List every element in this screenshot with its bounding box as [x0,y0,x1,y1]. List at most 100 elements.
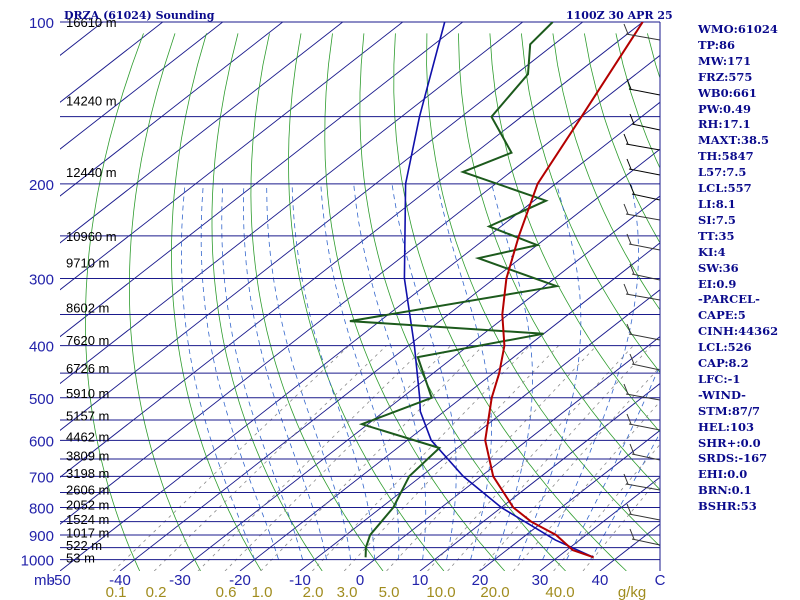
isotherm-line [60,22,283,197]
index-item: MAXT:38.5 [698,133,769,148]
mixing-ratio-line [113,345,350,571]
stability-indices: WMO:61024 TP:86 MW:171 FRZ:575 WB0:661 PW:0.4… [698,22,778,515]
mixing-ratio-line [312,345,531,571]
index-item: MW:171 [698,53,752,68]
height-label: 7620 m [66,333,109,348]
temperature-tick-label: -40 [109,572,131,589]
mixing-ratio-label: 1.0 [252,584,273,600]
height-label: 10960 m [66,229,117,244]
wind-barb [623,23,661,41]
isotherm-line [60,22,403,291]
dry-adiabat-line [426,33,660,547]
moist-adiabat-line [566,364,660,560]
mixing-ratio-label: 10.0 [426,584,455,600]
pressure-tick-label: 1000 [21,553,54,570]
wind-barb [623,133,661,151]
isotherm-line [239,242,660,571]
index-item: RH:17.1 [698,117,751,132]
isotherm-line [60,22,223,150]
dry-adiabat-line [393,33,627,571]
isotherm-line [359,336,660,571]
height-label: 1017 m [66,525,109,540]
index-item: SW:36 [698,260,739,275]
chart-title: DRZA (61024) Sounding [64,9,215,22]
wind-barb [629,183,661,201]
height-label: 12440 m [66,165,117,180]
index-item: SRDS:-167 [698,451,768,466]
height-label: 14240 m [66,94,117,109]
dry-adiabat-line [211,33,323,571]
temperature-tick-label: -20 [229,572,251,589]
height-label: 3198 m [66,466,109,481]
wind-barb [623,383,661,401]
index-item: PW:0.49 [698,101,752,116]
height-label: 522 m [66,538,102,553]
height-label: 5910 m [66,386,109,401]
dry-adiabat-line [458,33,660,491]
height-label: 8602 m [66,301,109,316]
index-item: STM:87/7 [698,403,761,418]
isotherm-line [60,22,343,244]
dry-adiabat-line [324,33,505,571]
pressure-tick-label: 800 [29,501,54,518]
temperature-tick-label: 10 [412,572,429,589]
wind-barb [626,413,661,431]
isotherm-line [60,22,643,478]
height-label: 3809 m [66,448,109,463]
height-label: 16610 m [66,15,117,30]
dry-adiabat-line [521,33,660,374]
index-item: L57:7.5 [698,165,747,180]
wind-barb [629,528,661,546]
pressure-tick-label: 900 [29,528,54,545]
wind-barb [626,503,661,521]
pressure-tick-label: 100 [29,15,54,32]
mixing-ratio-line [343,345,559,571]
height-label: 4462 m [66,429,109,444]
index-item: EI:0.9 [698,276,737,291]
temperature-tick-label: 40 [592,572,609,589]
wind-barb [629,263,661,281]
wind-barb [623,283,661,301]
temperature-trace [484,22,644,559]
dry-adiabat-line [288,33,445,571]
height-label: 1524 m [66,512,109,527]
mixing-ratio-line [224,345,452,571]
index-item: LI:8.1 [698,196,736,211]
index-item: KI:4 [698,244,726,259]
mixing-ratio-label: g/kg [618,584,646,600]
dewpoint-trace [349,22,561,558]
mixing-ratio-line [197,345,427,571]
wind-barb [626,233,661,251]
temperature-tick-label: 0 [356,572,364,589]
index-item: BSHR:53 [698,499,757,514]
temperature-tick-label: -10 [289,572,311,589]
isotherm-line [60,54,660,525]
temperature-tick-label: C [655,572,666,589]
moist-adiabat-line [491,183,533,560]
temperature-tick-label: 20 [472,572,489,589]
temperature-tick-label: -50 [49,572,71,589]
pressure-tick-label: 500 [29,391,54,408]
height-label: 53 m [66,550,95,565]
pressure-tick-label: 300 [29,272,54,289]
valid-time: 1100Z 30 APR 25 [566,9,673,22]
index-item: HEL:103 [698,419,754,434]
mixing-ratio-label: 5.0 [379,584,400,600]
wind-barb [629,443,661,461]
pressure-tick-label: 700 [29,469,54,486]
index-item: -WIND- [698,387,746,402]
wind-barb [623,203,661,221]
mixing-ratio-line [260,345,484,571]
index-item: SHR+:0.0 [698,435,761,450]
parcel-trace [403,22,594,559]
isotherm-line [419,382,660,571]
index-item: TP:86 [698,37,736,52]
pressure-tick-label: 200 [29,177,54,194]
dry-adiabat-line [128,33,201,571]
dry-adiabat-line [171,33,262,571]
mixing-ratio-line [478,366,660,571]
isotherm-line [539,476,660,571]
dry-adiabat-line [85,33,144,571]
